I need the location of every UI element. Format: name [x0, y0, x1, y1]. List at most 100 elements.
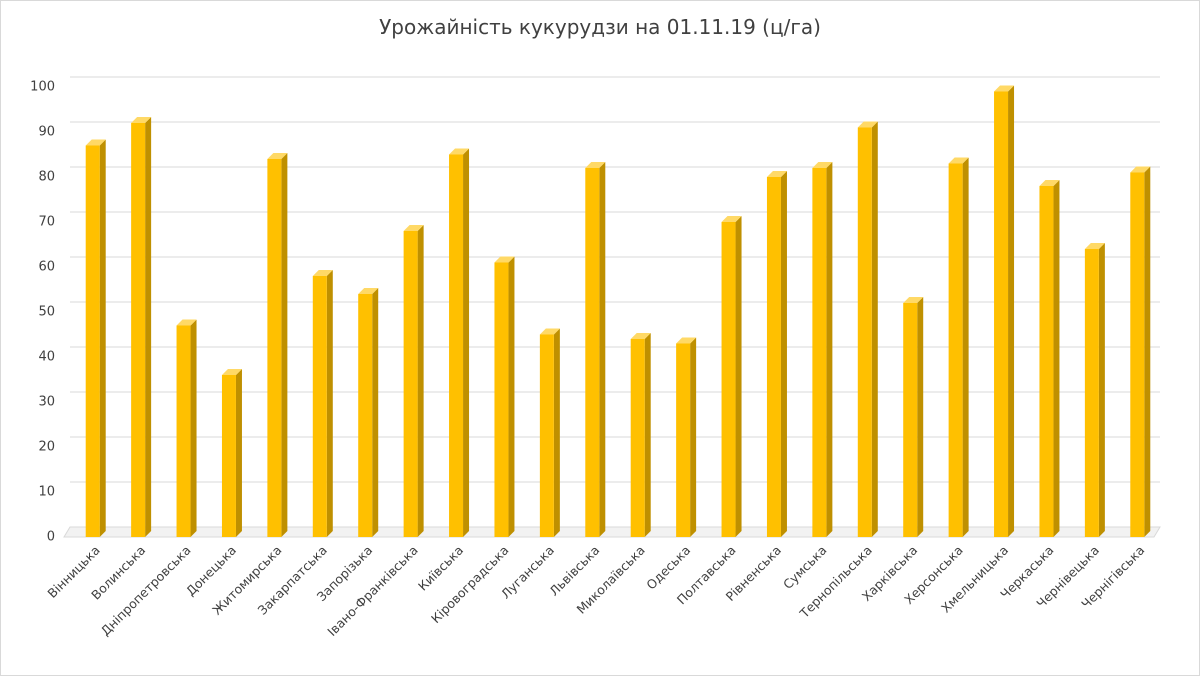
bar-front: [449, 154, 464, 537]
bar-top: [630, 333, 651, 339]
bar-top: [585, 162, 606, 168]
bar: [131, 117, 152, 537]
bar-side: [735, 216, 742, 537]
bar-top: [1130, 166, 1151, 173]
bar-top: [312, 270, 333, 276]
y-tick-label: 10: [38, 485, 55, 500]
bar-side: [553, 328, 560, 537]
bar-side: [372, 288, 379, 537]
bar-side: [417, 225, 424, 537]
bar-front: [312, 276, 327, 537]
bar-front: [539, 334, 554, 537]
chart-title: Урожайність кукурудзи на 01.11.19 (ц/га): [379, 15, 821, 39]
bar-front: [766, 177, 781, 537]
bar-front: [1039, 186, 1054, 537]
bar-front: [1130, 172, 1145, 537]
bar-side: [145, 117, 152, 537]
bar-top: [812, 162, 833, 168]
bar-side: [780, 171, 787, 537]
y-tick-label: 100: [30, 80, 55, 95]
bar: [403, 225, 424, 537]
bar: [176, 319, 197, 537]
bar: [494, 256, 515, 537]
bar-top: [267, 153, 288, 159]
bar-top: [131, 117, 152, 123]
bar-side: [644, 333, 651, 537]
bar: [903, 297, 924, 537]
bar: [766, 171, 787, 537]
bar: [267, 153, 288, 537]
bar-top: [494, 256, 515, 263]
bar-front: [494, 262, 509, 537]
floor: [63, 526, 1161, 538]
bar-top: [948, 157, 969, 164]
bar-top: [1039, 180, 1060, 186]
bar-side: [1053, 180, 1060, 537]
bar-front: [857, 127, 872, 537]
bar: [812, 162, 833, 537]
y-tick-label: 80: [38, 170, 55, 185]
y-tick-label: 30: [38, 395, 55, 410]
bar-top: [994, 85, 1015, 92]
bar-front: [267, 159, 282, 537]
bar-top: [903, 297, 924, 303]
y-tick-label: 90: [38, 125, 55, 140]
bar-side: [871, 121, 878, 537]
y-tick-label: 20: [38, 440, 55, 455]
bar-front: [403, 231, 418, 537]
bar-front: [948, 163, 963, 537]
bar-front: [630, 339, 645, 537]
bar: [1039, 180, 1060, 537]
bar: [449, 148, 470, 537]
bar-side: [281, 153, 288, 537]
bar-front: [358, 294, 373, 537]
bar-front: [585, 168, 600, 537]
bar-side: [326, 270, 333, 537]
bar: [630, 333, 651, 537]
y-tick-label: 60: [38, 260, 55, 275]
bar: [585, 162, 606, 537]
bar: [312, 270, 333, 537]
bar-front: [994, 91, 1009, 537]
bar-side: [826, 162, 833, 537]
bar: [221, 369, 242, 537]
bar-front: [85, 145, 100, 537]
y-tick-label: 70: [38, 215, 55, 230]
bar: [721, 216, 742, 537]
bar-side: [690, 337, 697, 537]
bar-front: [131, 123, 146, 537]
bar-side: [235, 369, 242, 537]
bar-top: [766, 171, 787, 177]
y-tick-label: 0: [47, 530, 55, 545]
y-tick-label: 50: [38, 305, 55, 320]
bar-top: [539, 328, 560, 335]
bar: [676, 337, 697, 537]
bar-top: [358, 288, 379, 294]
bar-side: [599, 162, 606, 537]
bar-top: [221, 369, 242, 375]
bar-top: [676, 337, 697, 344]
bar-side: [463, 148, 470, 537]
bar-top: [1084, 243, 1105, 249]
bar-top: [85, 139, 106, 146]
bar: [1130, 166, 1151, 537]
bar: [994, 85, 1015, 537]
bar-side: [1008, 85, 1015, 537]
bar-top: [721, 216, 742, 222]
bar-front: [812, 168, 827, 537]
bar-top: [449, 148, 470, 155]
bar-front: [176, 325, 191, 537]
bar-side: [1144, 166, 1151, 537]
bar-front: [721, 222, 736, 537]
bar-side: [99, 139, 106, 537]
bar-side: [508, 256, 515, 537]
bar: [358, 288, 379, 537]
bar-side: [1098, 243, 1105, 537]
bar-side: [962, 157, 969, 537]
bar-front: [903, 303, 918, 537]
bar-front: [221, 375, 236, 537]
bar-top: [176, 319, 197, 326]
bar-front: [1084, 249, 1099, 537]
bar: [857, 121, 878, 537]
